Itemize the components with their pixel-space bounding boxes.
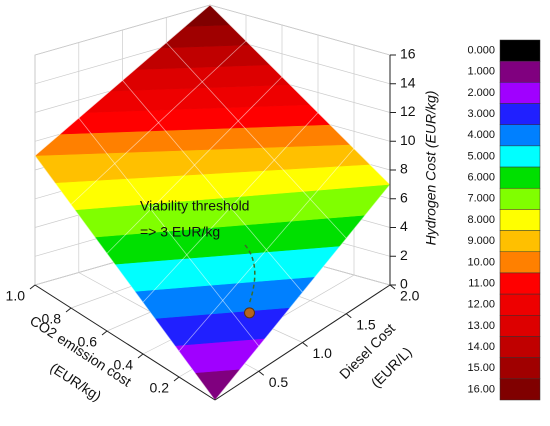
x-tick-label: 0.2 [150,380,170,396]
colorbar-cell [499,293,541,316]
x-tick-label: 0.6 [78,334,98,350]
z-tick-label: 6 [400,189,408,205]
colorbar-label: 11.00 [468,277,495,289]
colorbar-label: 5.000 [467,150,495,162]
colorbar-label: 9.000 [467,235,495,247]
colorbar-cell [499,230,541,253]
tick-mark [173,376,180,382]
y-tick-label: 1.0 [313,345,333,361]
colorbar-cell [499,272,541,295]
tick-mark [65,307,72,313]
surface [34,4,391,401]
colorbar-cell [499,166,541,189]
colorbar-label: 3.000 [467,108,495,120]
y-tick-label: 0.5 [269,374,289,390]
colorbar-label: 6.000 [467,172,495,184]
annotation-text: => 3 EUR/kg [140,224,220,240]
colorbar-label: 16.00 [467,383,495,395]
threshold-point [244,307,255,319]
colorbar-cell [499,378,541,401]
x-tick-label: 0.8 [42,311,62,327]
colorbar-label: 4.000 [467,129,495,141]
colorbar-cell [499,39,541,62]
z-tick-label: 8 [400,161,408,177]
y-tick-label: 2.0 [400,288,420,304]
tick-mark [101,330,108,336]
colorbar-cell [499,60,541,83]
tick-mark [258,370,265,376]
colorbar-cell [499,315,541,337]
x-tick-label: 1.0 [6,288,26,304]
z-tick-label: 14 [400,74,416,90]
overlay: 0 2 4 6 8 10 12 14 16 Hydrogen Cost (EUR/kg) 0.2 0.… [6,39,541,404]
x-tick-label: 0.4 [114,357,134,373]
mesh-line [209,4,391,185]
colorbar-cell [499,82,541,104]
colorbar-label: 15.00 [467,362,495,374]
colorbar-label: 8.000 [467,214,495,226]
z-tick-label: 12 [400,103,416,119]
colorbar-label: 0.000 [467,44,495,56]
tick-mark [137,353,144,359]
colorbar-cell [499,145,541,168]
z-tick-label: 10 [400,132,416,148]
tick-mark [29,284,36,290]
z-axis-title: Hydrogen Cost (EUR/kg) [423,91,439,246]
colorbar-cell [499,209,541,231]
colorbar-cell [499,124,541,147]
z-tick-label: 0 [400,276,408,292]
tick-mark [302,342,308,347]
colorbar-label: 1.000 [467,66,495,78]
y-tick-label: 1.5 [356,316,376,332]
colorbar-cell [499,336,541,358]
z-tick-label: 4 [400,218,408,234]
annotation-text: Viability threshold [140,198,249,214]
colorbar-label: 7.000 [467,193,495,205]
colorbar-cell [499,251,541,274]
mesh-line [122,80,303,293]
colorbar-cell [499,103,541,125]
tick-mark [345,313,352,319]
tick-mark [389,284,396,290]
colorbar-label: 14.00 [467,341,495,353]
colorbar-label: 12.00 [467,299,495,311]
colorbar-label: 2.000 [467,87,495,99]
z-tick-label: 2 [400,247,408,263]
colorbar-cell [499,357,541,380]
colorbar-label: 13.00 [467,320,495,332]
mesh-line [165,42,347,239]
colorbar-cell [499,187,541,210]
mesh-line [78,117,260,347]
colorbar-label: 10.00 [467,256,495,268]
z-tick-label: 16 [400,46,416,62]
x-axis [34,284,216,401]
